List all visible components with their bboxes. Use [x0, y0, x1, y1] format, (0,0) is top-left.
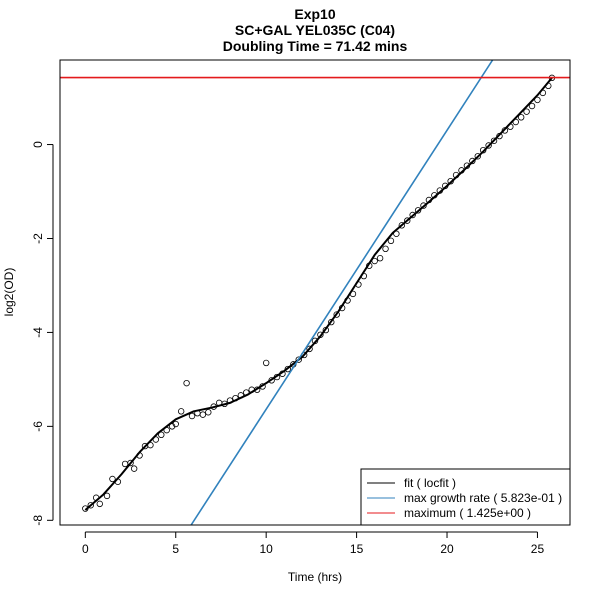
data-point — [127, 459, 134, 467]
chart-title: Exp10 — [294, 6, 335, 22]
data-point — [158, 431, 165, 439]
y-axis-label: log2(OD) — [2, 268, 16, 317]
data-point — [103, 492, 111, 500]
data-point — [172, 420, 179, 428]
data-point — [306, 345, 313, 353]
data-point — [87, 502, 94, 509]
series-layer — [60, 60, 570, 525]
data-point — [382, 245, 389, 253]
y-tick-label: -4 — [31, 327, 45, 338]
x-axis: 0 5 10 15 20 25 — [82, 531, 545, 556]
y-tick-label: -2 — [31, 233, 45, 244]
data-point — [333, 311, 340, 318]
data-point — [262, 359, 270, 367]
data-point — [183, 379, 190, 387]
data-point — [420, 202, 427, 209]
data-point — [414, 207, 422, 214]
data-point — [409, 211, 416, 219]
data-point — [398, 222, 406, 229]
data-point — [523, 108, 530, 115]
data-point — [295, 356, 302, 363]
data-point — [188, 412, 196, 420]
y-axis: -8 -6 -4 -2 0 — [31, 141, 54, 526]
y-tick-label: -8 — [31, 515, 45, 526]
data-point — [517, 114, 525, 121]
chart-subtitle: SC+GAL YEL035C (C04) — [235, 22, 395, 38]
legend-label-fit: fit ( locfit ) — [404, 476, 456, 490]
x-tick-label: 0 — [82, 542, 89, 556]
y-tick-label: -6 — [31, 421, 45, 432]
data-point — [387, 237, 395, 245]
x-tick-label: 10 — [259, 542, 273, 556]
legend-box — [360, 468, 571, 526]
data-point — [130, 465, 138, 472]
x-tick-label: 20 — [440, 542, 454, 556]
chart-doubling-time: Doubling Time = 71.42 mins — [223, 38, 408, 54]
data-point — [534, 96, 541, 104]
plot-clip-region — [60, 60, 570, 525]
data-point — [469, 157, 476, 165]
data-point — [199, 411, 207, 418]
data-point — [96, 500, 103, 508]
plot-frame — [59, 59, 571, 526]
max-growth-rate-line — [190, 60, 494, 525]
data-point — [177, 408, 185, 415]
x-tick-label: 15 — [350, 542, 364, 556]
data-point — [205, 409, 212, 416]
data-point — [528, 102, 536, 110]
data-point — [479, 146, 487, 154]
fit-curve — [84, 77, 553, 511]
legend-label-max-growth-rate: max growth rate ( 5.823e-01 ) — [404, 491, 562, 505]
x-tick-label: 5 — [172, 542, 179, 556]
data-point — [376, 255, 384, 262]
data-point — [328, 318, 335, 326]
data-point — [404, 217, 411, 224]
legend-label-maximum: maximum ( 1.425e+00 ) — [404, 506, 531, 520]
x-axis-label: Time (hrs) — [288, 570, 342, 584]
legend: fit ( locfit ) max growth rate ( 5.823e-… — [360, 468, 571, 526]
x-tick-label: 25 — [531, 542, 545, 556]
data-point — [109, 475, 116, 483]
data-point — [474, 153, 481, 160]
data-point — [485, 142, 492, 149]
y-tick-label: 0 — [31, 141, 45, 148]
data-point — [490, 137, 498, 144]
